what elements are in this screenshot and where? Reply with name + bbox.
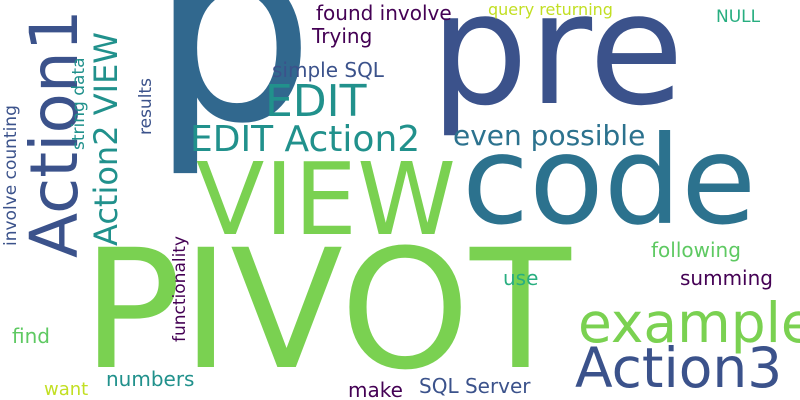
- word-edit: EDIT: [265, 76, 367, 127]
- word-use: use: [503, 266, 539, 290]
- word-simple-sql: simple SQL: [272, 58, 384, 82]
- word-results: results: [136, 78, 156, 135]
- word-code: code: [462, 110, 757, 252]
- word-make: make: [348, 378, 403, 400]
- word-query-returning: query returning: [488, 0, 613, 19]
- word-string-data: string data: [69, 57, 89, 151]
- word-p: p: [150, 0, 316, 181]
- word-example: example: [578, 291, 800, 355]
- word-pivot: PIVOT: [82, 214, 571, 400]
- word-summing: summing: [680, 266, 773, 290]
- word-sql-server: SQL Server: [419, 374, 531, 398]
- word-numbers: numbers: [106, 367, 195, 391]
- word-involve-counting: involve counting: [1, 105, 21, 246]
- word-view: VIEW: [196, 141, 456, 258]
- word-even-possible: even possible: [453, 119, 646, 152]
- word-null: NULL: [716, 7, 761, 27]
- word-trying: Trying: [312, 24, 373, 48]
- word-edit-action2: EDIT Action2: [190, 119, 421, 160]
- word-find: find: [12, 324, 50, 348]
- word-following: following: [651, 238, 741, 262]
- word-found-involve: found involve: [316, 1, 452, 25]
- word-want: want: [44, 379, 89, 400]
- word-pre: pre: [430, 0, 685, 140]
- word-action2-view: Action2 VIEW: [87, 32, 125, 246]
- word-functionality: functionality: [170, 235, 190, 342]
- word-action3: Action3: [575, 336, 783, 400]
